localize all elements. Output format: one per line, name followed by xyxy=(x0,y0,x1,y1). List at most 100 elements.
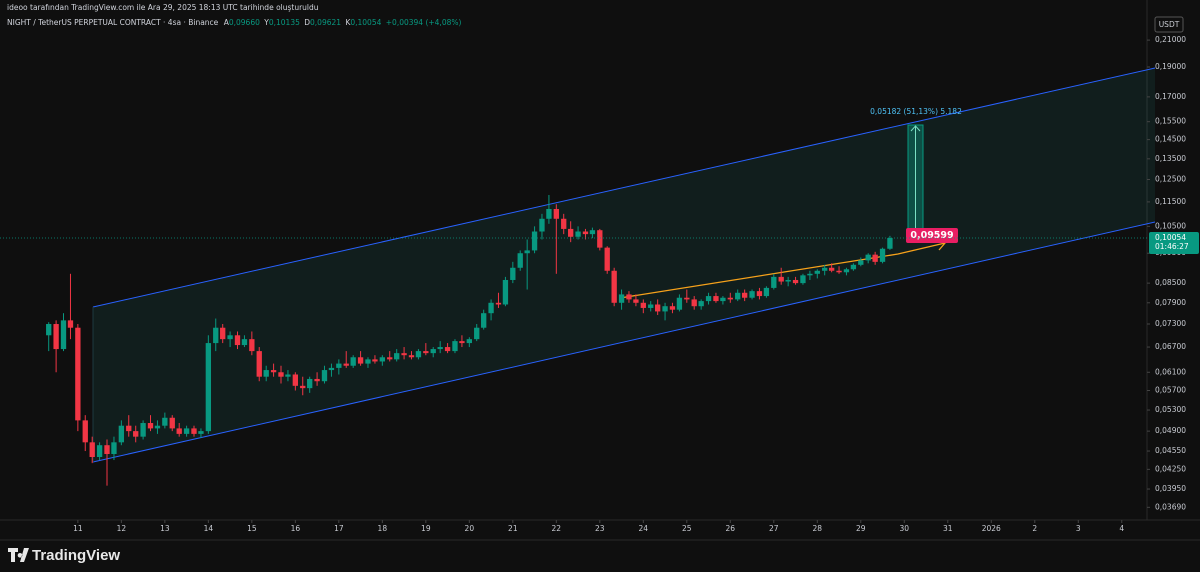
x-tick-label: 15 xyxy=(247,524,257,533)
legend-line: NIGHT / TetherUS PERPETUAL CONTRACT · 4s… xyxy=(7,18,461,27)
candle-body xyxy=(89,442,95,458)
candle-body xyxy=(75,327,81,421)
y-tick-label: 0,05300 xyxy=(1155,405,1186,414)
candle-body xyxy=(575,231,581,237)
candle-body xyxy=(343,363,349,366)
ohlc-value: 0,10135 xyxy=(269,18,300,27)
candle-body xyxy=(198,431,204,434)
candle-body xyxy=(691,299,697,307)
candle-body xyxy=(256,351,262,377)
y-tick-label: 0,04250 xyxy=(1155,464,1186,473)
x-tick-label: 19 xyxy=(421,524,431,533)
candle-body xyxy=(169,417,175,429)
candle-body xyxy=(553,209,559,219)
x-tick-label: 16 xyxy=(291,524,301,533)
candle-body xyxy=(749,291,755,298)
x-tick-label: 2026 xyxy=(982,524,1001,533)
candle-body xyxy=(735,292,741,300)
candle-body xyxy=(800,275,806,284)
candle-body xyxy=(488,302,494,314)
x-tick-label: 28 xyxy=(813,524,823,533)
y-tick-label: 0,05700 xyxy=(1155,385,1186,394)
candle-body xyxy=(879,248,886,262)
x-tick-label: 4 xyxy=(1119,524,1124,533)
channel-lower xyxy=(92,221,1156,463)
candle-body xyxy=(662,306,668,312)
candle-body xyxy=(321,370,328,382)
candle-body xyxy=(792,279,799,284)
y-tick-label: 0,13500 xyxy=(1155,154,1186,163)
candle-body xyxy=(611,270,617,303)
candle-body xyxy=(415,351,422,358)
x-tick-label: 3 xyxy=(1076,524,1081,533)
y-tick-label: 0,03690 xyxy=(1155,502,1186,511)
currency[interactable]: USDT xyxy=(1159,20,1180,29)
candle-body xyxy=(858,260,864,265)
candle-body xyxy=(887,238,893,249)
candle-body xyxy=(633,299,639,303)
measure-arrow xyxy=(910,125,921,232)
candle-body xyxy=(96,445,103,458)
candle-body xyxy=(191,428,197,434)
candle-body xyxy=(387,357,393,360)
ohlc-key: Y xyxy=(263,18,269,27)
caption: ideoo tarafından TradingView.com ile Ara… xyxy=(7,3,319,12)
candle-body xyxy=(270,370,277,373)
candle-body xyxy=(162,417,168,426)
candle-body xyxy=(589,230,596,235)
candle-body xyxy=(154,425,161,429)
x-tick-label: 22 xyxy=(552,524,562,533)
x-tick-label: 23 xyxy=(595,524,605,533)
x-tick-label: 14 xyxy=(204,524,214,533)
candle-body xyxy=(53,324,59,350)
candle-body xyxy=(568,228,574,237)
x-tick-label: 17 xyxy=(334,524,344,533)
candle-body xyxy=(474,327,480,340)
y-tick-label: 0,06700 xyxy=(1155,342,1186,351)
candle-body xyxy=(220,327,226,340)
y-tick-label: 0,04550 xyxy=(1155,446,1186,455)
candle-body xyxy=(372,359,378,362)
candle-body xyxy=(292,374,299,386)
candle-body xyxy=(300,385,306,389)
candle-body xyxy=(720,297,726,302)
candle-body xyxy=(205,343,212,432)
ohlc-value: 0,09621 xyxy=(310,18,341,27)
plot xyxy=(46,194,893,486)
candle-body xyxy=(597,230,603,248)
candle-body xyxy=(531,231,538,251)
candle-body xyxy=(350,357,356,366)
candle-body xyxy=(669,306,676,310)
candle-body xyxy=(133,431,139,437)
candle-body xyxy=(756,291,763,297)
candle-body xyxy=(763,287,770,297)
y-tick-label: 0,15500 xyxy=(1155,117,1186,126)
candle-body xyxy=(147,423,154,429)
candle-body xyxy=(365,359,371,364)
ohlc-key: K xyxy=(345,18,351,27)
candle-body xyxy=(828,267,835,271)
candle-body xyxy=(517,253,523,268)
currency-box[interactable] xyxy=(1154,16,1184,33)
candle-body xyxy=(539,218,545,232)
candle-body xyxy=(836,270,842,273)
ohlc-value: 0,10054 xyxy=(350,18,381,27)
x-tick-label: 21 xyxy=(508,524,518,533)
candle-body xyxy=(307,378,313,389)
candle-body xyxy=(698,301,704,307)
candle-body xyxy=(430,349,436,354)
candle-body xyxy=(684,297,690,300)
last-price-label: 0,10054 xyxy=(1155,233,1186,242)
candle-body xyxy=(357,357,364,364)
candle-body xyxy=(444,347,451,352)
candle-body xyxy=(822,267,828,271)
candle-body xyxy=(46,324,52,336)
candle-body xyxy=(741,292,748,298)
y-tick-label: 0,21000 xyxy=(1155,35,1186,44)
candle-body xyxy=(285,374,291,377)
candle-body xyxy=(481,313,487,328)
y-tick-label: 0,07300 xyxy=(1155,319,1186,328)
